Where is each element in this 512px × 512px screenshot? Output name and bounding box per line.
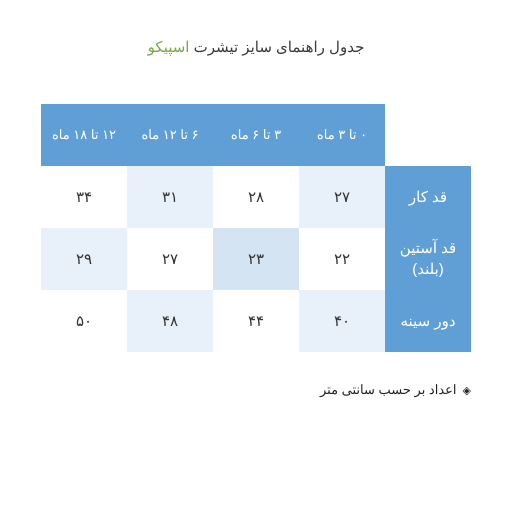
table-cell: ۲۲: [299, 228, 385, 290]
col-header: ۶ تا ۱۲ ماه: [127, 104, 213, 166]
table-row: دور سینه ۴۰ ۴۴ ۴۸ ۵۰: [41, 290, 471, 352]
size-table-container: ۰ تا ۳ ماه ۳ تا ۶ ماه ۶ تا ۱۲ ماه ۱۲ تا …: [41, 104, 471, 352]
table-cell: ۳۱: [127, 166, 213, 228]
table-cell: ۳۴: [41, 166, 127, 228]
table-cell: ۴۴: [213, 290, 299, 352]
table-cell: ۵۰: [41, 290, 127, 352]
row-header: قد کار: [385, 166, 471, 228]
col-header: ۳ تا ۶ ماه: [213, 104, 299, 166]
page-title: جدول راهنمای سایز تیشرت اسپیکو: [148, 38, 365, 56]
table-row: قد کار ۲۷ ۲۸ ۳۱ ۳۴: [41, 166, 471, 228]
table-row: قد آستین (بلند) ۲۲ ۲۳ ۲۷ ۲۹: [41, 228, 471, 290]
title-prefix: جدول راهنمای سایز تیشرت: [189, 39, 364, 56]
footnote: اعداد بر حسب سانتی متر: [41, 382, 471, 398]
title-brand: اسپیکو: [148, 39, 190, 56]
table-cell: ۲۳: [213, 228, 299, 290]
table-cell: ۴۰: [299, 290, 385, 352]
table-cell: ۲۹: [41, 228, 127, 290]
table-cell: ۴۸: [127, 290, 213, 352]
table-cell: ۲۷: [127, 228, 213, 290]
table-cell: ۲۷: [299, 166, 385, 228]
size-table: ۰ تا ۳ ماه ۳ تا ۶ ماه ۶ تا ۱۲ ماه ۱۲ تا …: [41, 104, 471, 352]
row-header: قد آستین (بلند): [385, 228, 471, 290]
table-corner: [385, 104, 471, 166]
table-cell: ۲۸: [213, 166, 299, 228]
col-header: ۰ تا ۳ ماه: [299, 104, 385, 166]
row-header: دور سینه: [385, 290, 471, 352]
col-header: ۱۲ تا ۱۸ ماه: [41, 104, 127, 166]
